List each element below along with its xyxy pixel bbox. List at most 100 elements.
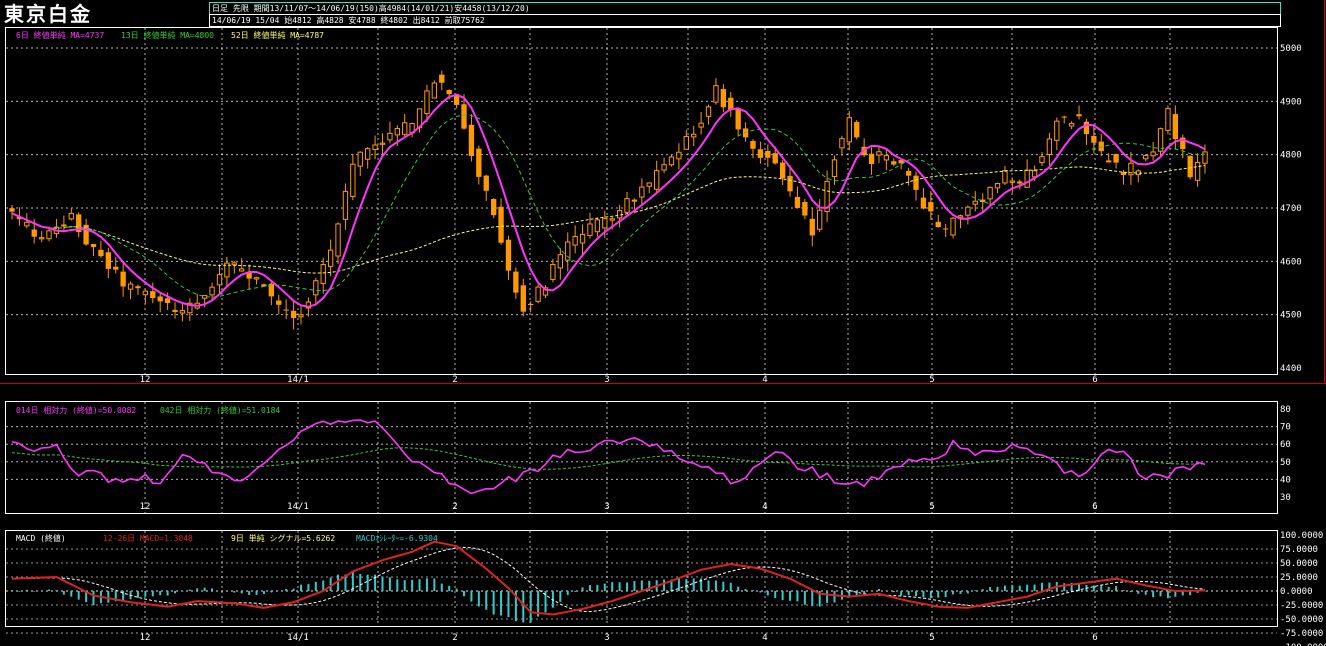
x-tick-label-rsi: 14/1 [287, 502, 309, 512]
candle-body-up [572, 235, 578, 246]
candle-body-up [1031, 170, 1038, 178]
candle-body-down [794, 196, 801, 208]
price-tick-label: 4500 [1280, 311, 1302, 321]
candle-body-up [46, 230, 52, 240]
candle-body-up [239, 268, 245, 272]
rsi14-line [11, 419, 1206, 495]
candle-body-up [365, 148, 371, 160]
candle-body-up [350, 163, 356, 197]
candle-body-down [9, 208, 15, 212]
candle-body-down [172, 309, 178, 312]
candle-body-down [468, 124, 475, 157]
candle-body-up [713, 85, 719, 103]
candle-body-up [231, 262, 237, 266]
candle-body-up [372, 144, 378, 150]
candle-body-down [513, 271, 519, 293]
candle-body-down [891, 161, 897, 165]
candle-body-up [994, 183, 1001, 189]
candle-body-up [305, 301, 312, 309]
candle-body-down [90, 243, 97, 248]
candle-body-up [387, 132, 393, 141]
candle-body-down [498, 206, 504, 243]
candle-body-down [283, 309, 289, 311]
candlestick-series [9, 70, 1208, 330]
candle-body-up [987, 186, 993, 200]
candle-body-up [661, 164, 667, 171]
candle-body-down [772, 153, 778, 164]
candle-body-down [276, 300, 282, 305]
candle-body-up [1009, 180, 1016, 183]
candle-body-down [164, 298, 171, 303]
candle-body-down [757, 149, 764, 158]
candle-body-down [765, 150, 771, 158]
candle-body-down [631, 199, 638, 202]
candle-body-up [535, 286, 541, 302]
candle-body-up [624, 198, 630, 213]
x-tick-label-price: 2 [452, 375, 457, 385]
candle-body-down [935, 221, 941, 228]
x-tick-label-macd: 5 [929, 633, 934, 643]
ma13-line [11, 114, 1206, 298]
candle-body-up [1143, 154, 1149, 160]
candle-body-up [379, 142, 386, 145]
candle-body-up [342, 190, 349, 220]
candle-body-down [83, 224, 89, 245]
x-tick-label-price: 3 [604, 375, 609, 385]
legend-rsi42: 042日 相対力 (終値)=51.0184 [160, 406, 281, 415]
candle-body-up [1157, 128, 1164, 152]
candle-body-up [357, 151, 363, 167]
x-tick-label-macd: 2 [452, 633, 457, 643]
candle-body-down [720, 89, 727, 108]
candle-body-down [76, 214, 82, 233]
x-tick-label-rsi: 6 [1092, 502, 1097, 512]
legend-macd: 12-26日 MACD=1.3048 [103, 534, 193, 543]
candle-body-down [854, 122, 860, 138]
candle-body-down [476, 148, 482, 177]
macd-tick-label: -75.0000 [1280, 629, 1323, 639]
candle-body-down [980, 199, 986, 203]
price-tick-label: 4700 [1280, 204, 1302, 214]
candle-body-down [439, 74, 445, 83]
candle-body-up [261, 284, 267, 287]
candle-body-down [31, 229, 37, 237]
candle-body-up [950, 217, 956, 236]
candle-body-up [224, 262, 230, 278]
candle-body-up [846, 117, 852, 143]
x-tick-label-macd: 12 [140, 633, 151, 643]
candle-body-up [253, 277, 260, 280]
candle-body-up [320, 264, 326, 284]
x-tick-label-rsi: 4 [762, 502, 767, 512]
candle-body-up [38, 237, 45, 240]
axis-labels: 12 12 12 14/1 14/1 14/1 2 2 2 3 3 3 4 4 4 5 5 5 6 6 6 5000 490… [140, 44, 1326, 646]
macd-tick-label: -100.0000 [1280, 643, 1326, 646]
candle-body-up [957, 215, 964, 218]
candle-body-down [905, 171, 912, 176]
candle-body-up [839, 138, 845, 149]
legend-oscillator: MACDｵｼﾚｰﾀｰ=-6.9304 [356, 534, 438, 543]
candle-body-down [913, 175, 919, 190]
candle-body-down [98, 249, 104, 257]
x-tick-label-price: 5 [929, 375, 934, 385]
rsi-panel-frame [5, 401, 1278, 514]
candle-body-up [1106, 160, 1112, 163]
candle-body-down [16, 216, 23, 220]
candle-body-up [965, 206, 971, 216]
candle-body-up [1054, 120, 1060, 141]
candle-body-down [1091, 135, 1097, 143]
candle-body-down [1172, 114, 1179, 140]
x-tick-label-macd: 6 [1092, 633, 1097, 643]
candle-body-up [557, 254, 564, 269]
price-tick-label: 4600 [1280, 257, 1302, 267]
instrument-title: 東京白金 [4, 1, 204, 27]
candle-body-up [691, 133, 697, 138]
candle-body-down [446, 89, 452, 95]
x-tick-label-rsi: 12 [140, 502, 151, 512]
candle-body-down [157, 296, 163, 302]
candle-body-down [750, 140, 756, 149]
candle-body-down [942, 228, 949, 230]
legend-rsi14: 014日 相対力 (終値)=50.0082 [16, 406, 137, 415]
candle-body-up [646, 182, 652, 187]
candle-body-up [1165, 108, 1171, 131]
candle-body-up [216, 274, 223, 286]
